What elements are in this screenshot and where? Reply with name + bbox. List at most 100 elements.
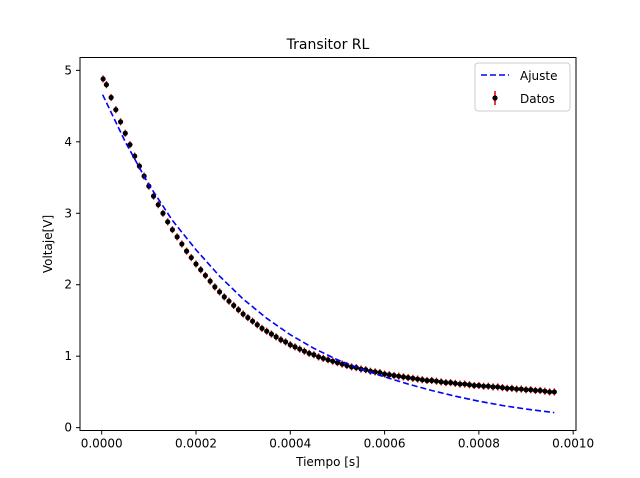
data-point (471, 382, 477, 389)
y-tick-label: 1 (64, 349, 72, 363)
data-point (551, 389, 557, 395)
data-point (169, 227, 176, 233)
data-point (381, 371, 388, 377)
data-point (537, 387, 543, 394)
data-point (447, 380, 454, 386)
fit-series (101, 94, 555, 414)
data-point (292, 344, 298, 350)
data-point (396, 373, 402, 379)
data-point (391, 372, 397, 379)
data-point (400, 374, 407, 380)
data-point (377, 370, 383, 376)
data-point (495, 384, 501, 390)
data-point (438, 379, 444, 385)
data-point (221, 294, 227, 300)
data-point (165, 219, 171, 225)
data-point (542, 388, 548, 394)
data-point (155, 202, 161, 208)
data-point (410, 375, 416, 381)
data-point (301, 348, 308, 354)
data-point (132, 153, 138, 159)
y-tick-label: 3 (64, 206, 72, 220)
x-tick-label: 0.0008 (458, 437, 500, 451)
data-point (174, 234, 180, 240)
fit-line (101, 94, 555, 414)
data-point (462, 381, 468, 387)
legend-label-ajuste: Ajuste (520, 69, 558, 83)
data-point (509, 385, 515, 391)
chart-title: Transitor RL (286, 37, 370, 53)
data-point (330, 358, 336, 364)
data-point (386, 372, 392, 378)
data-point (136, 163, 143, 169)
data-point (226, 298, 232, 304)
data-point (325, 357, 331, 363)
data-point (188, 254, 194, 261)
data-point (231, 302, 237, 309)
data-point (216, 289, 223, 295)
data-point (528, 387, 534, 393)
data-point (193, 261, 199, 267)
y-tick-label: 5 (64, 63, 72, 77)
y-axis: 0 1 2 3 4 5 (64, 63, 80, 435)
data-point (282, 339, 289, 345)
data-point (264, 328, 270, 334)
x-tick-label: 0.0004 (269, 437, 311, 451)
legend-swatch-datos-marker (492, 95, 498, 101)
data-point (183, 248, 190, 254)
data-point (254, 322, 260, 328)
data-point (103, 82, 110, 88)
legend-label-datos: Datos (520, 92, 555, 106)
data-point (523, 387, 529, 393)
data-point (485, 383, 491, 389)
data-point (443, 380, 449, 386)
data-point (513, 386, 520, 392)
data-point (429, 377, 435, 384)
y-tick-label: 0 (64, 421, 72, 435)
data-point (433, 378, 440, 384)
data-point (452, 380, 458, 386)
data-point (268, 331, 275, 337)
data-point (212, 284, 218, 290)
x-axis-label: Tiempo [s] (295, 455, 360, 469)
data-point (405, 375, 411, 381)
data-point (207, 278, 213, 284)
legend-box (474, 62, 571, 112)
x-tick-label: 0.0010 (552, 437, 594, 451)
data-point (297, 346, 303, 352)
data-point (334, 360, 341, 366)
x-tick-label: 0.0000 (81, 437, 123, 451)
data-point (480, 383, 487, 389)
data-point (476, 382, 482, 389)
data-point (466, 382, 473, 388)
data-point (202, 272, 209, 279)
data-point (113, 107, 119, 113)
data-point (108, 94, 114, 101)
data-point (419, 377, 425, 383)
x-tick-label: 0.0006 (364, 437, 406, 451)
data-point (160, 210, 166, 216)
data-point (546, 389, 553, 395)
data-point (414, 376, 421, 382)
data-point (499, 385, 506, 391)
data-point (122, 130, 128, 136)
y-tick-label: 4 (64, 135, 72, 149)
data-point (100, 76, 106, 82)
data-point (287, 342, 293, 348)
data-point (127, 142, 133, 148)
data-point (320, 355, 326, 361)
data-point (518, 386, 524, 392)
data-point (424, 377, 430, 384)
data-point (457, 381, 463, 387)
x-axis: 0.0000 0.0002 0.0004 0.0006 0.0008 0.0010 (81, 430, 594, 451)
data-point (532, 387, 539, 394)
data-point (198, 267, 204, 273)
data-point (179, 241, 185, 247)
data-point (117, 119, 124, 125)
y-tick-label: 2 (64, 278, 72, 292)
plot-area (100, 75, 557, 414)
data-point (315, 354, 322, 360)
data-point (490, 384, 496, 390)
data-point (240, 311, 246, 317)
